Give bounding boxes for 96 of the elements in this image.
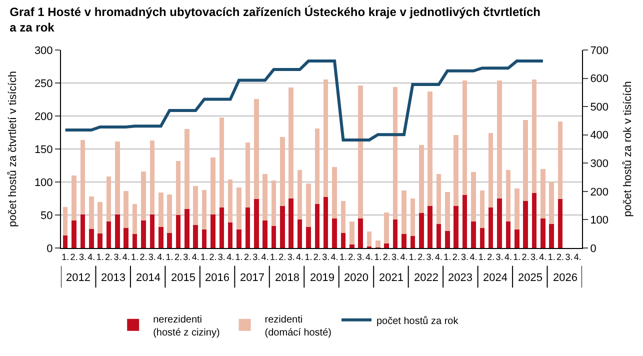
x-tick-label: 3. [148,252,156,262]
y-axis-title: počet hostů za čtvrtletí v tisících [7,71,20,227]
y2-tick-label: 100 [590,214,609,227]
y2-tick-label: 500 [590,101,609,114]
x-tick-label: 2. [522,252,530,262]
x-tick-label: 1. [513,252,521,262]
x-tick-label: 3. [78,252,86,262]
x-tick-label: 1. [200,252,208,262]
x-tick-label: 3. [218,252,226,262]
x-tick-label: 4. [192,252,200,262]
x-tick-label: 1. [444,252,452,262]
x-tick-label: 2. [348,252,356,262]
x-tick-label: 1. [408,252,416,262]
x-tick-label: 2. [174,252,182,262]
x-tick-label: 3. [183,252,191,262]
x-tick-label: 4. [366,252,374,262]
x-tick-label: 1. [96,252,104,262]
x-tick-label: 2. [70,252,78,262]
x-tick-label: 4. [470,252,478,262]
x-tick-label: 4. [296,252,304,262]
x-tick-label: 2. [140,252,148,262]
x-tick-label: 3. [322,252,330,262]
text: 2016 [205,272,230,284]
x-tick-label: 2. [105,252,113,262]
x-tick-label: 2. [556,252,564,262]
x-tick-label: 1. [131,252,139,262]
x-tick-label: 2. [244,252,252,262]
x-tick-label: 3. [530,252,538,262]
x-tick-label: 4. [226,252,234,262]
x-tick-label: 3. [252,252,260,262]
x-tick-label: 3. [496,252,504,262]
x-tick-label: 3. [426,252,434,262]
y-tick-label: 300 [34,44,53,57]
y-tick-label: 50 [40,210,53,222]
x-tick-label: 3. [392,252,400,262]
y-tick-label: 0 [46,242,53,255]
x-tick-label: 1. [374,252,382,262]
x-tick-label: 3. [287,252,295,262]
x-tick-label: 1. [166,252,174,262]
chart-title: Graf 1 Hosté v hromadných ubytovacích zařízeních Ústeckého kraje v jednotlivých čtvrtletích a za rok [10,5,540,35]
x-tick-label: 2. [382,252,390,262]
x-tick-label: 2. [487,252,495,262]
x-tick-label: 4. [574,252,582,262]
x-tick-label: 1. [270,252,278,262]
x-tick-label: 4. [122,252,130,262]
y-tick-label: 200 [34,110,53,123]
x-tick-label: 3. [114,252,122,262]
text: 2022 [414,272,438,284]
text: 2013 [101,272,126,284]
text: 2024 [483,272,508,284]
text: 2021 [379,272,404,284]
x-tick-label: 3. [461,252,469,262]
y2-tick-label: 0 [590,242,596,255]
text: 2015 [171,272,196,284]
text: 2019 [310,272,334,284]
y2-tick-label: 600 [590,73,609,86]
y2-tick-label: 300 [590,158,609,170]
x-tick-label: 3. [356,252,364,262]
text: 2026 [553,272,578,284]
text: 2014 [136,272,160,284]
text: 2023 [448,272,472,284]
x-tick-label: 1. [235,252,243,262]
x-tick-label: 4. [261,252,269,262]
x-tick-label: 2. [452,252,460,262]
x-tick-label: 3. [565,252,573,262]
x-tick-label: 4. [330,252,338,262]
text: 2018 [275,272,300,284]
x-tick-label: 2. [313,252,321,262]
y2-tick-label: 200 [590,186,609,198]
x-tick-label: 1. [62,252,70,262]
y-tick-label: 150 [34,144,53,156]
x-tick-label: 4. [88,252,96,262]
x-tick-label: 2. [278,252,286,262]
text: 2025 [518,272,542,284]
legend-label: nerezidenti (hosté z ciziny) [153,314,220,338]
text: 2020 [344,272,368,284]
text: 2012 [66,272,90,284]
legend-label: rezidenti (domácí hosté) [264,314,332,338]
y-tick-label: 250 [34,78,53,90]
y2-axis-title: počet hostů za rok v tisících [622,81,634,217]
y-tick-label: 100 [34,176,53,189]
x-tick-label: 2. [418,252,426,262]
x-tick-label: 1. [478,252,486,262]
x-tick-label: 4. [539,252,547,262]
x-tick-label: 4. [434,252,442,262]
text: 2017 [240,272,264,284]
x-tick-label: 4. [157,252,165,262]
x-tick-label: 1. [304,252,312,262]
x-tick-label: 4. [504,252,512,262]
x-tick-label: 2. [209,252,217,262]
x-tick-label: 1. [339,252,347,262]
x-tick-label: 1. [548,252,556,262]
y2-tick-label: 700 [590,44,609,57]
y2-tick-label: 400 [590,130,609,142]
x-tick-label: 4. [400,252,408,262]
legend-label: počet hostů za rok [376,314,460,327]
